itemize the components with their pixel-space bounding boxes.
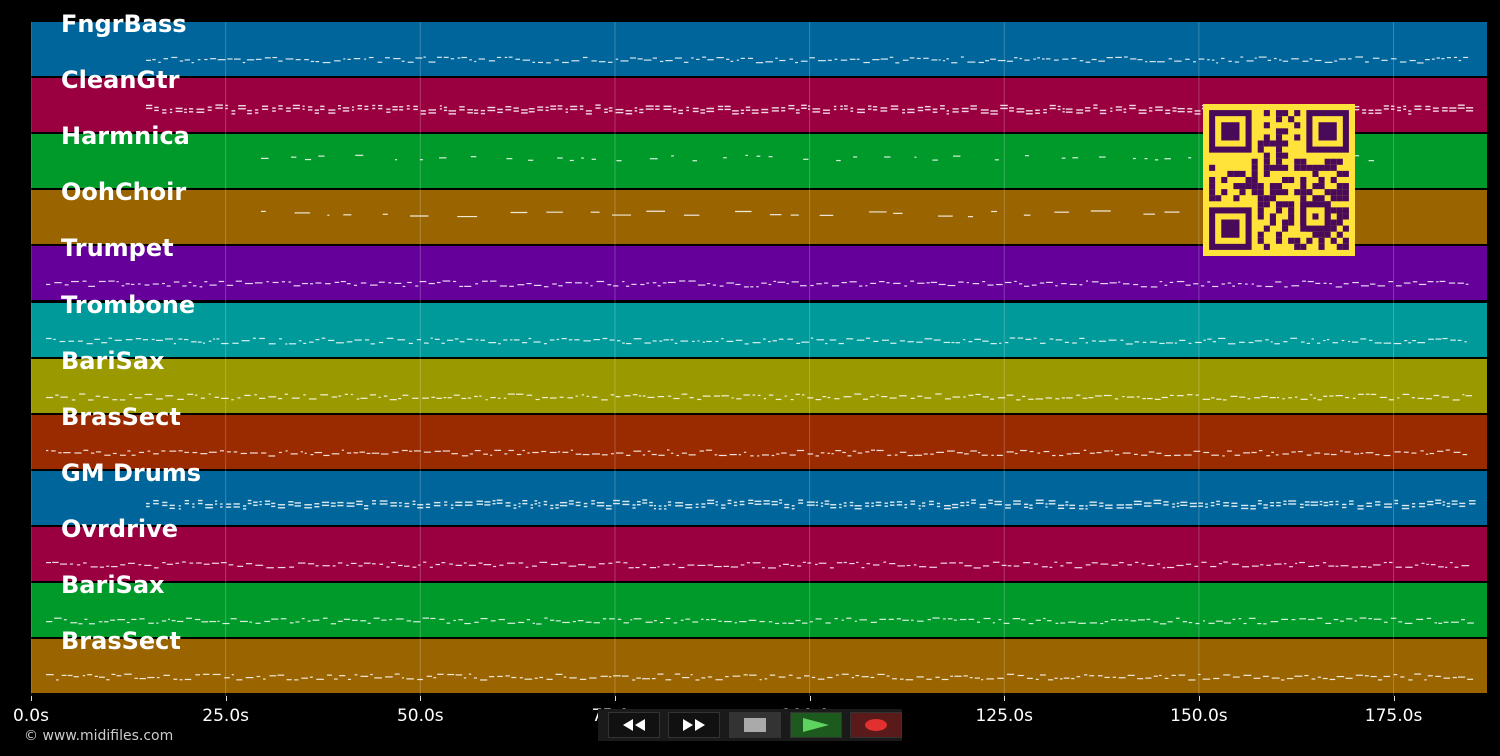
track-name-label: OohChoir	[61, 178, 187, 206]
record-button[interactable]	[850, 712, 902, 738]
track-lane[interactable]	[31, 527, 1487, 581]
note-pattern	[46, 337, 1467, 345]
track-lane[interactable]	[31, 583, 1487, 637]
track-name-label: CleanGtr	[61, 66, 180, 94]
rewind-icon	[623, 719, 645, 731]
axis-tick-label: 25.0s	[202, 706, 249, 726]
track-name-label: BariSax	[61, 347, 165, 375]
fast-forward-icon	[683, 719, 705, 731]
note-pattern	[46, 561, 1470, 569]
piano-roll[interactable]	[31, 22, 1487, 696]
axis-tick	[1198, 696, 1200, 701]
note-pattern	[46, 449, 1468, 457]
note-pattern	[46, 393, 1472, 401]
play-icon	[803, 718, 829, 732]
play-button[interactable]	[790, 712, 842, 738]
track-name-label: BrasSect	[61, 403, 181, 431]
axis-tick	[1004, 696, 1006, 701]
qr-code-icon	[1203, 104, 1355, 256]
track-lane[interactable]	[31, 303, 1487, 357]
record-icon	[865, 719, 887, 731]
track-name-label: FngrBass	[61, 10, 187, 38]
axis-tick	[31, 696, 32, 701]
axis-tick-label: 150.0s	[1170, 706, 1228, 726]
axis-tick	[420, 696, 422, 701]
axis-tick	[1393, 696, 1395, 701]
note-pattern	[46, 617, 1474, 625]
copyright-text: © www.midifiles.com	[24, 728, 174, 744]
note-pattern	[146, 499, 1476, 510]
note-pattern	[46, 673, 1474, 681]
track-lane[interactable]	[31, 415, 1487, 469]
axis-tick	[225, 696, 227, 701]
track-name-label: Ovrdrive	[61, 515, 179, 543]
track-name-label: Harmnica	[61, 122, 190, 150]
note-pattern	[46, 280, 1469, 288]
track-lane[interactable]	[31, 359, 1487, 413]
track-name-label: GM Drums	[61, 459, 202, 487]
track-name-label: BrasSect	[61, 627, 181, 655]
track-lane[interactable]	[31, 22, 1487, 76]
stop-icon	[744, 718, 766, 732]
axis-tick-label: 125.0s	[975, 706, 1034, 726]
track-name-label: BariSax	[61, 571, 165, 599]
track-name-label: Trombone	[61, 291, 196, 319]
axis-tick-label: 0.0s	[13, 706, 49, 726]
track-name-label: Trumpet	[61, 234, 174, 262]
transport-bar	[598, 709, 902, 741]
axis-tick	[614, 696, 616, 701]
track-lane[interactable]	[31, 639, 1487, 693]
note-pattern	[146, 56, 1469, 64]
axis-tick	[809, 696, 811, 701]
fast-forward-button[interactable]	[668, 712, 720, 738]
axis-tick-label: 50.0s	[396, 706, 444, 726]
track-lane[interactable]	[31, 471, 1487, 525]
rewind-button[interactable]	[608, 712, 660, 738]
stop-button[interactable]	[729, 712, 781, 738]
axis-tick-label: 175.0s	[1364, 706, 1423, 726]
